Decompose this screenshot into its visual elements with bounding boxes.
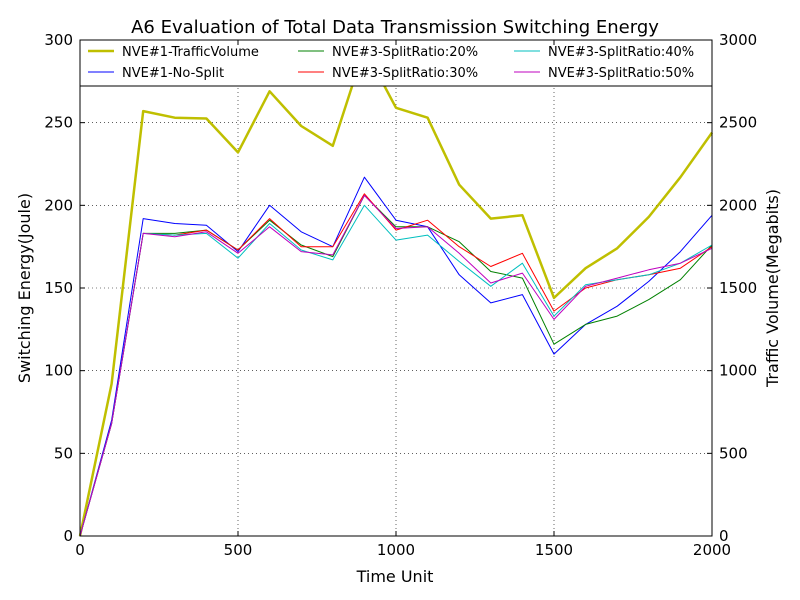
- x-tick-label: 500: [224, 541, 253, 559]
- y2-tick-label: 1000: [719, 362, 757, 380]
- series-lines: [78, 47, 714, 537]
- y-tick-label: 100: [44, 362, 73, 380]
- legend-label: NVE#3-SplitRatio:50%: [548, 66, 694, 81]
- x-axis-label: Time Unit: [356, 567, 434, 586]
- legend-label: NVE#1-TrafficVolume: [122, 45, 259, 60]
- y2-tick-label: 0: [719, 527, 729, 545]
- chart-title: A6 Evaluation of Total Data Transmission…: [131, 17, 659, 38]
- y2-tick-label: 3000: [719, 31, 757, 49]
- x-tick-label: 0: [75, 541, 85, 559]
- y-tick-label: 300: [44, 31, 73, 49]
- y-axis-label: Switching Energy(Joule): [15, 193, 34, 383]
- y2-tick-label: 2500: [719, 114, 757, 132]
- series-line: [78, 47, 714, 537]
- grid: [80, 40, 712, 536]
- y2-tick-label: 1500: [719, 279, 757, 297]
- y-tick-label: 200: [44, 196, 73, 214]
- legend: NVE#1-TrafficVolume NVE#1-No-Split NVE#3-S…: [79, 39, 713, 87]
- series-line: [79, 194, 713, 537]
- legend-label: NVE#1-No-Split: [122, 66, 224, 81]
- x-tick-label: 1500: [535, 541, 573, 559]
- y-tick-label: 150: [44, 279, 73, 297]
- y2-tick-label: 2000: [719, 196, 757, 214]
- x-tick-label: 1000: [377, 541, 415, 559]
- y2-tick-label: 500: [719, 444, 748, 462]
- legend-label: NVE#3-SplitRatio:40%: [548, 45, 694, 60]
- legend-label: NVE#3-SplitRatio:20%: [332, 45, 478, 60]
- y-tick-label: 250: [44, 114, 73, 132]
- y-tick-label: 50: [54, 444, 73, 462]
- x-tick-label: 2000: [693, 541, 731, 559]
- series-line: [79, 204, 713, 537]
- y2-axis-label: Traffic Volume(Megabits): [763, 189, 782, 388]
- series-line: [79, 193, 713, 537]
- axes: 0 500 1000 1500 2000050100150200250300050010…: [44, 31, 757, 559]
- series-line: [79, 176, 713, 537]
- y-tick-label: 0: [63, 527, 73, 545]
- legend-label: NVE#3-SplitRatio:30%: [332, 66, 478, 81]
- series-line: [79, 194, 713, 537]
